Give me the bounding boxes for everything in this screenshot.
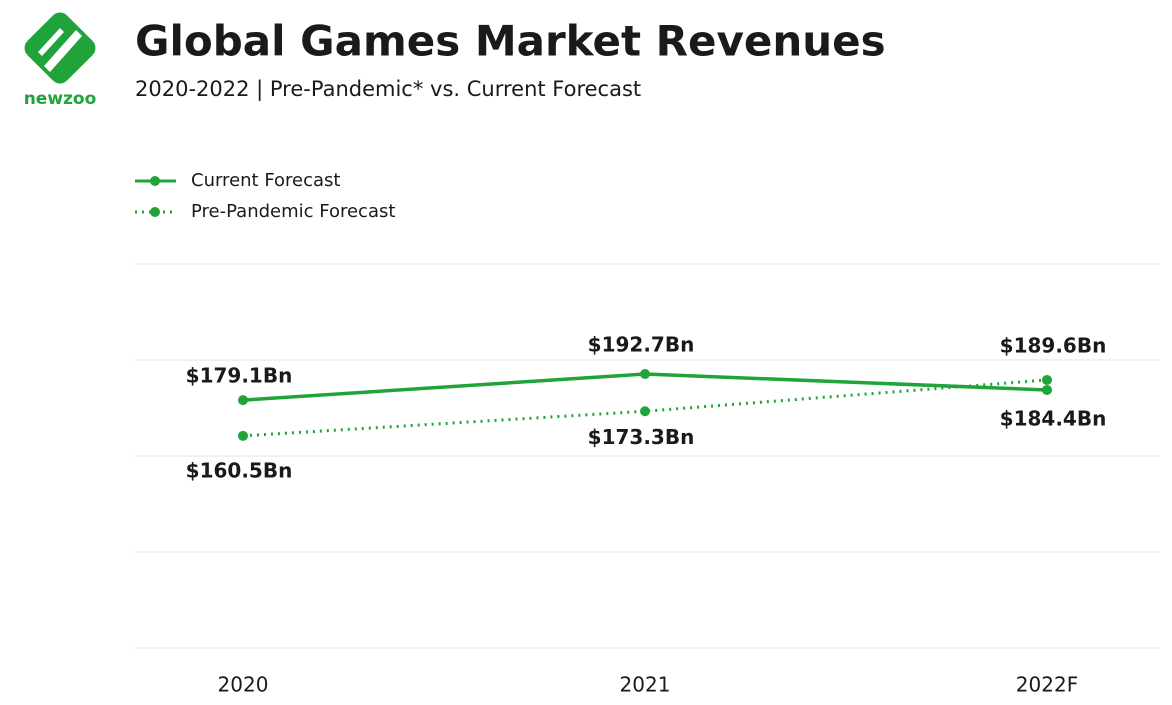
data-point (238, 395, 248, 406)
x-tick-label: 2022F (1016, 673, 1078, 697)
data-point (238, 430, 248, 441)
data-point (640, 369, 650, 380)
data-label: $160.5Bn (186, 458, 293, 482)
data-label: $173.3Bn (588, 425, 695, 449)
data-point (640, 406, 650, 417)
logo-mark (24, 12, 96, 84)
data-label: $189.6Bn (1000, 333, 1107, 357)
legend-label: Current Forecast (191, 170, 341, 191)
legend-label: Pre-Pandemic Forecast (191, 201, 395, 222)
data-point (1042, 384, 1052, 395)
logo-stripe (44, 30, 82, 72)
chart-title: Global Games Market Revenues (135, 17, 886, 66)
legend-marker (150, 176, 160, 186)
logo: newzoo (24, 12, 97, 109)
data-point (1042, 374, 1052, 385)
chart-subtitle: 2020-2022 | Pre-Pandemic* vs. Current Fo… (135, 77, 641, 102)
data-label: $184.4Bn (1000, 406, 1107, 430)
series-line (242, 378, 1048, 438)
logo-text: newzoo (24, 89, 97, 109)
data-label: $192.7Bn (588, 333, 695, 357)
logo-stripe (38, 28, 64, 56)
x-tick-label: 2021 (620, 673, 671, 697)
legend-marker (150, 207, 160, 217)
x-tick-label: 2020 (218, 673, 269, 697)
data-label: $179.1Bn (186, 364, 293, 388)
